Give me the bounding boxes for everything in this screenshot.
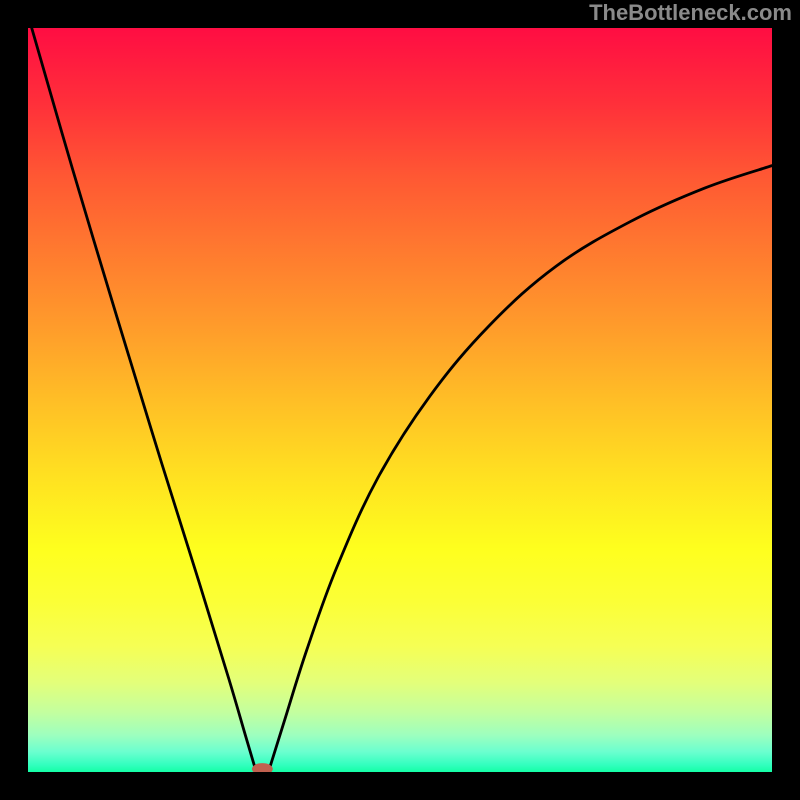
chart-root: TheBottleneck.com bbox=[0, 0, 800, 800]
curve-right-branch bbox=[270, 166, 772, 768]
plot-area bbox=[28, 28, 772, 772]
curve-left-branch bbox=[32, 28, 255, 768]
watermark-text: TheBottleneck.com bbox=[589, 0, 792, 26]
curve-layer bbox=[28, 28, 772, 772]
